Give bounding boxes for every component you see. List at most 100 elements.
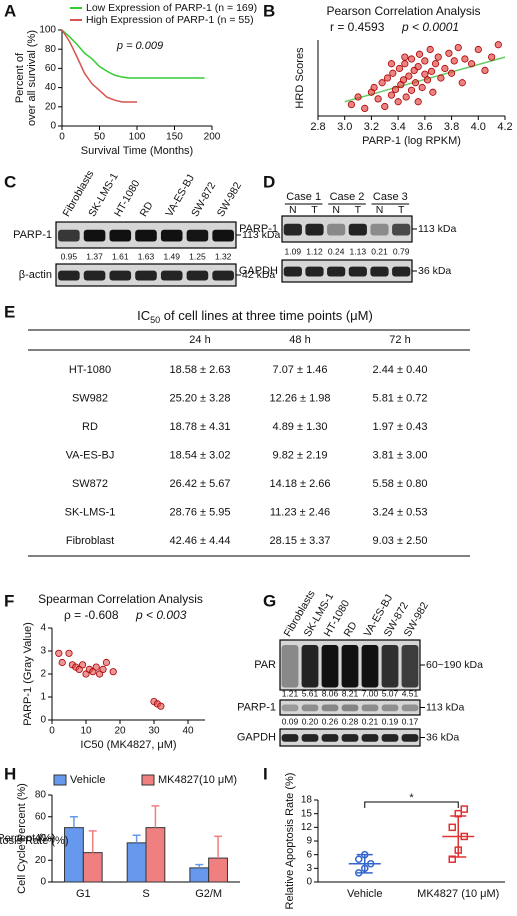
x-tick-label: Vehicle (347, 888, 382, 900)
panel-letter: I (263, 764, 268, 783)
lane-label: RD (342, 619, 360, 638)
point (92, 663, 100, 671)
case-label: Case 2 (330, 191, 365, 203)
y-axis-label: Percent of (14, 52, 26, 103)
band (301, 645, 319, 688)
y-tick-label: 0 (306, 877, 312, 888)
point (450, 57, 458, 65)
band (327, 223, 346, 236)
band-value: 1.09 (285, 246, 302, 256)
y-tick-label: 9 (306, 836, 312, 847)
band (348, 223, 367, 236)
band-value: 0.17 (402, 716, 419, 726)
band (281, 734, 299, 742)
band-value: 1.25 (189, 251, 206, 261)
legend-label: MK4827(10 μM) (158, 774, 237, 786)
table-cell: 4.89 ± 1.30 (273, 421, 328, 433)
significance-bracket (364, 801, 459, 808)
band (160, 229, 183, 242)
panel-letter: E (4, 302, 15, 321)
y-tick-label: 2 (40, 669, 46, 680)
point (347, 101, 355, 109)
point (426, 45, 434, 54)
point (458, 79, 466, 87)
y-tick-label: 80 (45, 44, 57, 55)
y-axis-label: HRD Scores (294, 47, 306, 109)
point (399, 76, 408, 84)
legend-swatch (53, 774, 67, 786)
x-tick-label: 3.0 (337, 121, 352, 133)
y-tick-label: 20 (35, 855, 47, 866)
title-part: IC (137, 308, 150, 323)
survival-curve (61, 29, 137, 103)
point (411, 79, 420, 87)
point (383, 74, 392, 82)
band-value: 0.20 (302, 716, 319, 726)
band-value: 5.61 (302, 688, 319, 698)
y-axis-label: Relative Apoptosis Rate (%) (284, 773, 296, 910)
band (341, 704, 359, 712)
band (160, 270, 183, 281)
table-cell: 42.46 ± 4.44 (169, 535, 230, 547)
row-label: β-actin (19, 269, 52, 281)
annotation: p < 0.0001 (401, 20, 459, 34)
y-tick-label: 20 (45, 101, 57, 112)
point (109, 668, 117, 676)
table-cell: 9.82 ± 2.19 (273, 449, 328, 461)
point (389, 69, 397, 77)
band (361, 645, 379, 688)
y-axis-label: over all survival (%) (26, 30, 38, 126)
band-value: 0.21 (371, 246, 388, 256)
table-cell: 5.58 ± 0.80 (373, 478, 428, 490)
x-tick-label: G2/M (195, 888, 222, 900)
x-tick-label: 200 (204, 132, 221, 143)
point (454, 43, 462, 52)
point (421, 57, 429, 65)
table-cell: SW982 (72, 392, 108, 404)
band (381, 704, 399, 712)
point (102, 658, 111, 667)
band (381, 734, 399, 742)
band-value: 1.21 (282, 688, 299, 698)
band-value: 8.06 (322, 688, 339, 698)
band (381, 645, 399, 688)
panel-letter: D (263, 172, 275, 191)
band-value: 1.63 (138, 251, 155, 261)
band (58, 229, 80, 242)
y-tick-label: 40 (45, 82, 57, 93)
size-marker: 36 kDa (418, 265, 451, 277)
x-tick-label: 4.2 (497, 121, 512, 133)
y-axis-label: Relative Apoptosis Rate (%) (0, 835, 68, 847)
survival-curve (61, 29, 205, 79)
band-value: 1.12 (306, 246, 323, 256)
band-value: 1.61 (112, 251, 129, 261)
band (321, 704, 339, 712)
table-cell: RD (82, 421, 98, 433)
x-tick-label: 0 (49, 726, 55, 737)
band (301, 704, 319, 712)
band (135, 270, 157, 281)
point (157, 702, 165, 710)
panel-letter: B (263, 1, 275, 20)
x-tick-label: 2.8 (310, 121, 325, 133)
lane-label: N (376, 204, 384, 216)
annotation: ρ = -0.608 (64, 608, 119, 622)
band-value: 1.37 (86, 251, 103, 261)
title-part: of cell lines at three time points (μM) (160, 308, 373, 323)
x-tick-label: 50 (94, 132, 106, 143)
band (305, 266, 324, 277)
band (186, 270, 209, 281)
point (381, 102, 389, 111)
table-cell: VA-ES-BJ (66, 449, 115, 461)
point (402, 93, 410, 101)
table-cell: 18.54 ± 3.02 (169, 449, 230, 461)
x-axis-label: IC50 (MK4827, μM) (80, 739, 176, 751)
y-tick-label: 3 (306, 863, 312, 874)
bar (145, 827, 166, 883)
bar (189, 867, 210, 883)
band (281, 645, 299, 688)
band-value: 0.21 (362, 716, 379, 726)
table-cell: 7.07 ± 1.46 (273, 364, 328, 376)
annotation: r = 0.4593 (330, 20, 385, 34)
